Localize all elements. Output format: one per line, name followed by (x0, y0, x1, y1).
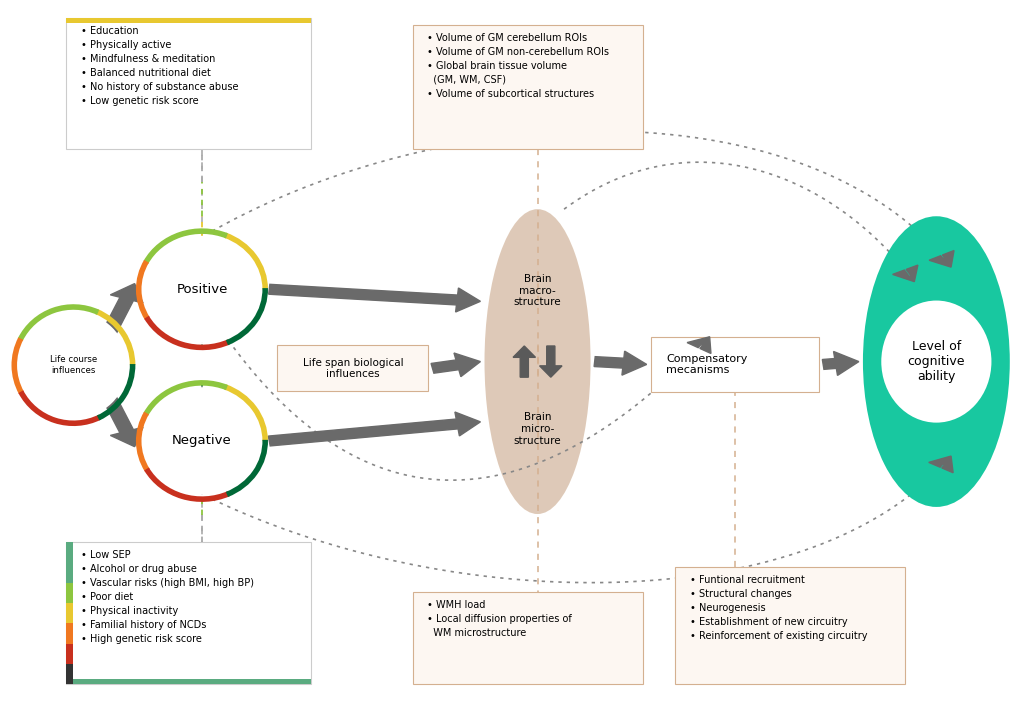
Bar (66, 583, 73, 603)
Ellipse shape (144, 388, 260, 494)
Bar (66, 664, 73, 684)
Polygon shape (539, 346, 561, 377)
Text: • Low SEP
• Alcohol or drug abuse
• Vascular risks (high BMI, high BP)
• Poor di: • Low SEP • Alcohol or drug abuse • Vasc… (81, 550, 254, 644)
Text: Negative: Negative (172, 435, 231, 447)
Text: Brain
micro-
structure: Brain micro- structure (514, 413, 560, 445)
Ellipse shape (144, 236, 260, 342)
Polygon shape (928, 250, 953, 267)
Polygon shape (102, 284, 143, 335)
Text: Life span biological
influences: Life span biological influences (303, 357, 403, 379)
Polygon shape (513, 346, 535, 377)
Polygon shape (892, 265, 917, 281)
Bar (66, 603, 73, 623)
Text: Life course
influences: Life course influences (50, 355, 97, 375)
Polygon shape (928, 456, 952, 473)
Bar (66, 679, 311, 684)
Text: Brain
macro-
structure: Brain macro- structure (514, 274, 560, 307)
Polygon shape (687, 337, 710, 354)
Bar (650, 337, 818, 392)
Text: • WMH load
• Local diffusion properties of
  WM microstructure: • WMH load • Local diffusion properties … (427, 600, 572, 638)
Bar (66, 542, 311, 684)
Polygon shape (821, 352, 858, 376)
Bar (413, 25, 642, 149)
Bar (413, 592, 642, 684)
Polygon shape (102, 396, 143, 447)
Ellipse shape (862, 216, 1009, 507)
Polygon shape (268, 284, 480, 312)
Text: • Volume of GM cerebellum ROIs
• Volume of GM non-cerebellum ROIs
• Global brain: • Volume of GM cerebellum ROIs • Volume … (427, 33, 608, 99)
Bar (277, 345, 428, 391)
Polygon shape (593, 351, 646, 375)
Bar (66, 563, 73, 583)
Polygon shape (268, 412, 480, 446)
Ellipse shape (19, 312, 127, 418)
Text: • Education
• Physically active
• Mindfulness & meditation
• Balanced nutritiona: • Education • Physically active • Mindfu… (81, 26, 237, 106)
Text: Level of
cognitive
ability: Level of cognitive ability (907, 340, 964, 383)
Bar (66, 18, 311, 149)
Text: Compensatory
mecanisms: Compensatory mecanisms (665, 354, 747, 375)
Bar (66, 644, 73, 664)
Text: • Funtional recruitment
• Structural changes
• Neurogenesis
• Establishment of n: • Funtional recruitment • Structural cha… (689, 575, 866, 641)
Bar (675, 567, 904, 684)
Text: Positive: Positive (176, 283, 227, 296)
Bar (66, 623, 73, 644)
Ellipse shape (880, 301, 990, 423)
Bar (66, 542, 73, 563)
Ellipse shape (484, 209, 590, 514)
Bar (66, 18, 311, 23)
Polygon shape (431, 353, 480, 376)
